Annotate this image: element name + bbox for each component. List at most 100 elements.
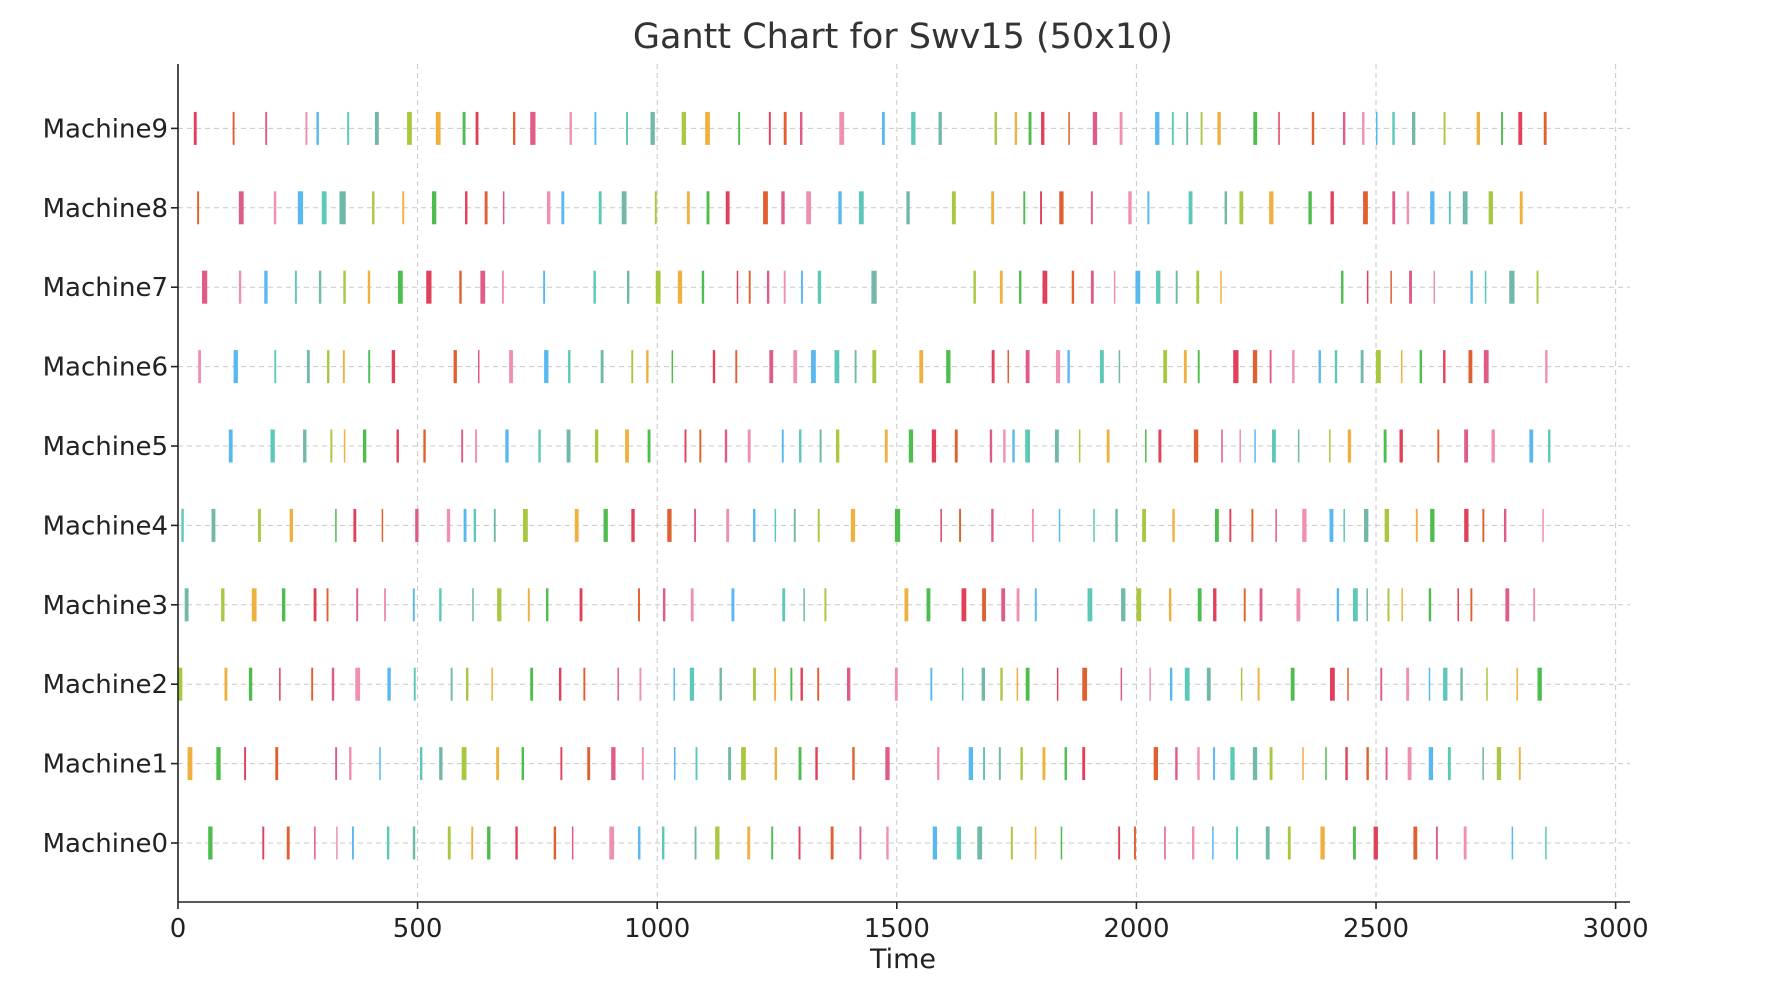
task-bar (1240, 667, 1243, 701)
task-bar (1287, 826, 1291, 860)
task-bar (1025, 429, 1031, 463)
y-tick-label: Machine2 (43, 670, 168, 700)
task-bar (1364, 508, 1369, 542)
task-bar (472, 588, 474, 622)
task-bar (838, 191, 842, 225)
task-bar (574, 508, 579, 542)
task-bar (1269, 350, 1272, 384)
grid-lines (177, 64, 1630, 902)
task-bar (480, 270, 486, 304)
task-bar (1430, 508, 1435, 542)
task-bar (617, 667, 619, 701)
task-bar (544, 350, 549, 384)
task-bar (989, 429, 993, 463)
task-bar (501, 270, 504, 304)
task-bar (515, 826, 518, 860)
task-bar (1272, 429, 1276, 463)
task-bar (1058, 508, 1061, 542)
task-bar (453, 350, 457, 384)
task-bar (650, 111, 655, 145)
task-bar (279, 667, 281, 701)
task-bar (305, 111, 308, 145)
task-bar (731, 588, 735, 622)
task-bar (211, 508, 216, 542)
task-bar (1468, 350, 1473, 384)
task-bar (1302, 747, 1304, 781)
task-bar (1251, 508, 1254, 542)
task-bar (347, 111, 350, 145)
task-bar (1548, 429, 1551, 463)
task-bar (402, 191, 405, 225)
task-bar (937, 747, 940, 781)
task-bar (1330, 191, 1334, 225)
task-bar (450, 667, 453, 701)
task-bar (1460, 667, 1463, 701)
y-tick-label: Machine8 (43, 194, 168, 224)
task-bar (1239, 429, 1241, 463)
task-bar (884, 429, 888, 463)
task-bar (224, 667, 228, 701)
task-bar (330, 429, 333, 463)
task-bar (638, 826, 641, 860)
task-bar (781, 191, 785, 225)
task-bar (600, 350, 604, 384)
task-bar (1213, 588, 1217, 622)
task-bar (982, 588, 986, 622)
task-bar (1543, 111, 1547, 145)
task-bar (930, 667, 933, 701)
task-bar (343, 270, 346, 304)
task-bar (232, 111, 235, 145)
task-bar (1399, 429, 1403, 463)
task-bar (349, 747, 352, 781)
task-bar (431, 191, 437, 225)
task-bar (1093, 508, 1095, 542)
task-bar (1536, 270, 1539, 304)
task-bar (726, 508, 730, 542)
task-bar (1200, 111, 1203, 145)
task-bar (627, 270, 630, 304)
task-bar (1343, 508, 1345, 542)
task-bar (793, 350, 798, 384)
task-bar (689, 667, 695, 701)
task-bar (1463, 826, 1467, 860)
task-bar (885, 747, 890, 781)
task-bar (736, 270, 739, 304)
task-bar (1023, 191, 1026, 225)
task-bar (1149, 667, 1151, 701)
task-bar (289, 508, 294, 542)
task-bar (439, 588, 442, 622)
task-bar (1001, 588, 1006, 622)
task-bar (475, 111, 479, 145)
task-bar (782, 588, 786, 622)
task-bar (1156, 270, 1161, 304)
task-bar (1406, 667, 1410, 701)
task-bar (1155, 111, 1160, 145)
task-bar (1169, 667, 1173, 701)
task-bar (264, 270, 268, 304)
x-tick-label: 3000 (1583, 914, 1649, 944)
task-bar (412, 826, 416, 860)
task-bar (904, 588, 909, 622)
task-bar (991, 191, 995, 225)
task-bar (771, 826, 774, 860)
task-bar (859, 826, 862, 860)
task-bar (1012, 429, 1015, 463)
task-bar (1413, 826, 1418, 860)
task-bar (1443, 350, 1446, 384)
task-bar (1392, 191, 1396, 225)
task-bar (1345, 747, 1348, 781)
task-bar (991, 508, 994, 542)
task-bar (798, 826, 801, 860)
y-tick-label: Machine5 (43, 432, 168, 462)
task-bar (701, 270, 705, 304)
task-bar (1041, 111, 1045, 145)
task-bar (356, 588, 359, 622)
task-bar (662, 826, 665, 860)
task-bar (1025, 667, 1030, 701)
task-bar (1147, 191, 1150, 225)
task-bar (1118, 826, 1121, 860)
task-bar (415, 508, 419, 542)
x-ticks: 0 500 1000 1500 2000 2500 3000 (170, 902, 1649, 944)
task-bar (262, 826, 265, 860)
